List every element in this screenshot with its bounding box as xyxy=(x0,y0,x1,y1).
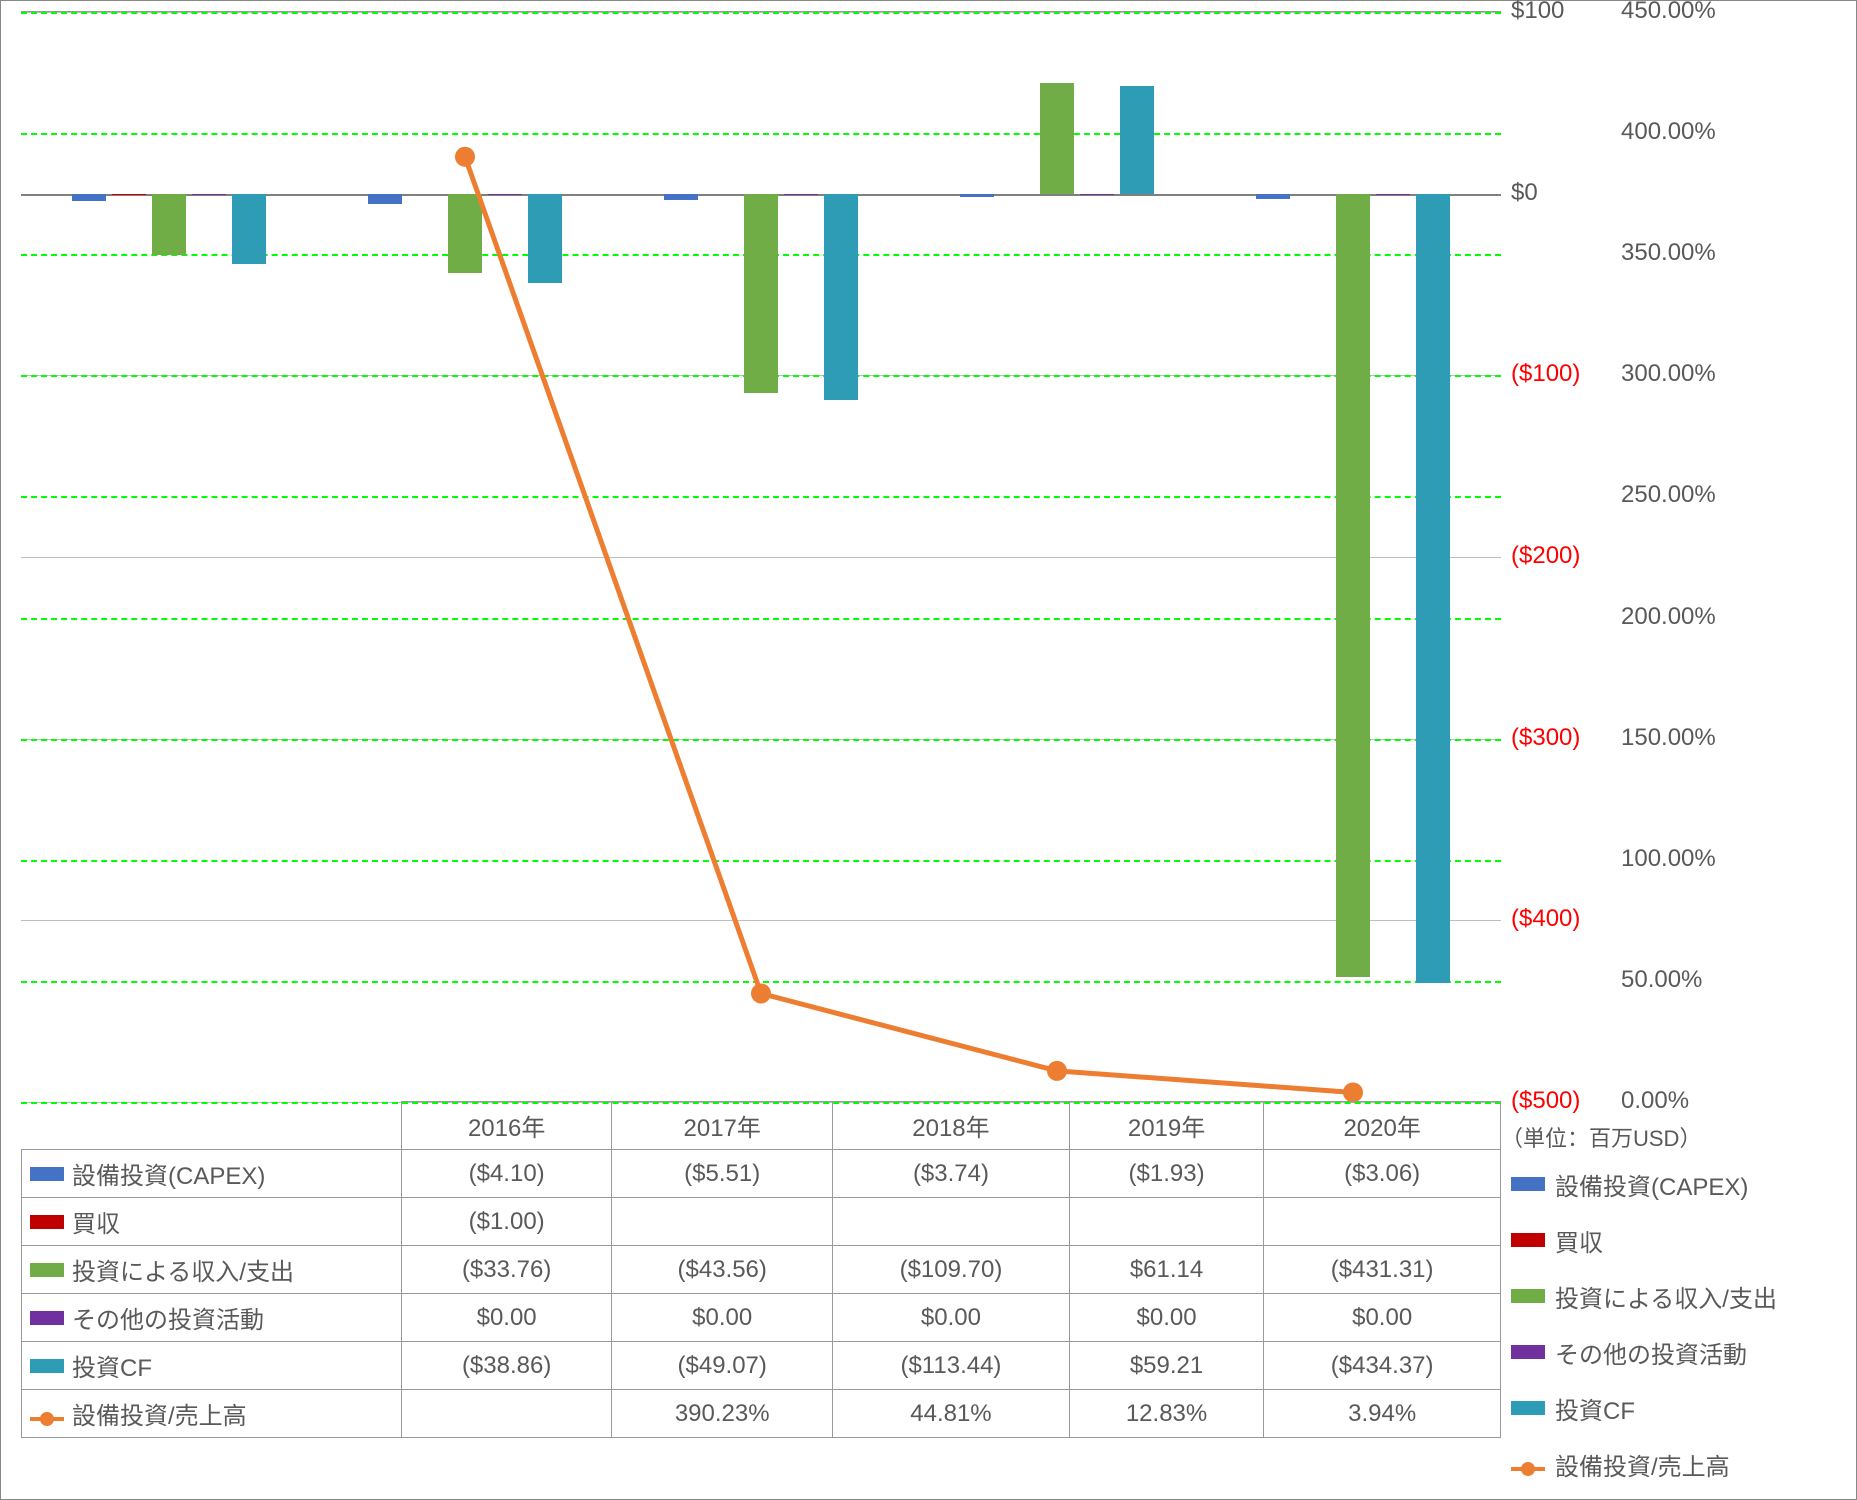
legend-bar-icon xyxy=(1511,1282,1545,1310)
table-cell: ($1.00) xyxy=(402,1198,612,1246)
table-cell: ($33.76) xyxy=(402,1246,612,1294)
legend-row: 設備投資(CAPEX) xyxy=(1511,1156,1777,1212)
y2-tick-label: 200.00% xyxy=(1621,603,1716,631)
legend-row: 投資CF xyxy=(1511,1380,1777,1436)
table-cell: ($3.74) xyxy=(833,1150,1070,1198)
table-cell xyxy=(612,1198,833,1246)
legend-bar-icon xyxy=(1511,1226,1545,1254)
table-corner xyxy=(22,1102,402,1150)
y2-tick-label: 300.00% xyxy=(1621,360,1716,388)
table-cell xyxy=(402,1390,612,1438)
y2-tick-label: 100.00% xyxy=(1621,845,1716,873)
y2-tick-label: 250.00% xyxy=(1621,481,1716,509)
table-row-header: その他の投資活動 xyxy=(22,1294,402,1342)
legend-label: その他の投資活動 xyxy=(1555,1335,1747,1370)
legend-bar-icon xyxy=(1511,1338,1545,1366)
table-cell: ($43.56) xyxy=(612,1246,833,1294)
table-cell: 390.23% xyxy=(612,1390,833,1438)
table-row-header: 設備投資(CAPEX) xyxy=(22,1150,402,1198)
series-label: 設備投資(CAPEX) xyxy=(72,1163,265,1190)
table-category-header: 2017年 xyxy=(612,1102,833,1150)
legend-bar-icon xyxy=(1511,1394,1545,1422)
legend-label: 投資CF xyxy=(1555,1391,1635,1426)
y1-tick-label: $100 xyxy=(1511,0,1564,25)
data-table: 2016年2017年2018年2019年2020年設備投資(CAPEX) ($4.… xyxy=(21,1101,1501,1438)
table-cell: $0.00 xyxy=(1069,1294,1263,1342)
y1-tick-label: ($300) xyxy=(1511,724,1580,752)
table-cell xyxy=(833,1198,1070,1246)
series-label: 設備投資/売上高 xyxy=(72,1403,247,1430)
table-cell: $0.00 xyxy=(1264,1294,1501,1342)
y1-tick-label: ($200) xyxy=(1511,542,1580,570)
y1-tick-label: ($500) xyxy=(1511,1087,1580,1115)
table-cell: $0.00 xyxy=(402,1294,612,1342)
table-category-header: 2020年 xyxy=(1264,1102,1501,1150)
table-cell: ($49.07) xyxy=(612,1342,833,1390)
table-cell: ($5.51) xyxy=(612,1150,833,1198)
y1-tick-label: ($400) xyxy=(1511,905,1580,933)
series-label: 投資による収入/支出 xyxy=(72,1259,294,1286)
y2-axis-labels: 0.00%50.00%100.00%150.00%200.00%250.00%3… xyxy=(1621,11,1741,1101)
legend-label: 投資による収入/支出 xyxy=(1555,1279,1777,1314)
right-legend: 設備投資(CAPEX) 買収投資による収入/支出その他の投資活動投資CF 設備投資/… xyxy=(1511,1156,1777,1492)
y2-tick-label: 350.00% xyxy=(1621,239,1716,267)
table-cell: ($434.37) xyxy=(1264,1342,1501,1390)
legend-line-icon xyxy=(1511,1450,1545,1478)
unit-label: （単位：百万USD） xyxy=(1501,1121,1701,1153)
y2-tick-label: 0.00% xyxy=(1621,1087,1689,1115)
legend-label: 設備投資/売上高 xyxy=(1555,1447,1730,1482)
table-cell xyxy=(1069,1198,1263,1246)
plot-area xyxy=(21,11,1501,1101)
y1-tick-label: ($100) xyxy=(1511,360,1580,388)
table-row-header: 設備投資/売上高 xyxy=(22,1390,402,1438)
table-cell: ($3.06) xyxy=(1264,1150,1501,1198)
y1-tick-label: $0 xyxy=(1511,179,1538,207)
legend-row: 投資による収入/支出 xyxy=(1511,1268,1777,1324)
legend-label: 買収 xyxy=(1555,1223,1603,1258)
table-cell: ($109.70) xyxy=(833,1246,1070,1294)
legend-row: その他の投資活動 xyxy=(1511,1324,1777,1380)
table-category-header: 2018年 xyxy=(833,1102,1070,1150)
table-cell: $0.00 xyxy=(612,1294,833,1342)
table-row-header: 投資による収入/支出 xyxy=(22,1246,402,1294)
legend-bar-icon xyxy=(30,1256,64,1284)
table-cell: 3.94% xyxy=(1264,1390,1501,1438)
y2-tick-label: 50.00% xyxy=(1621,966,1702,994)
legend-bar-icon xyxy=(30,1208,64,1236)
chart-container: ($500) ($400) ($300) ($200) ($100) $0 $100 0.0… xyxy=(0,0,1857,1500)
table-cell: ($4.10) xyxy=(402,1150,612,1198)
table-cell: ($1.93) xyxy=(1069,1150,1263,1198)
line-series xyxy=(21,12,1501,1101)
y2-tick-label: 450.00% xyxy=(1621,0,1716,25)
table-cell: ($38.86) xyxy=(402,1342,612,1390)
table-cell: 12.83% xyxy=(1069,1390,1263,1438)
table-row-header: 買収 xyxy=(22,1198,402,1246)
table-row-header: 投資CF xyxy=(22,1342,402,1390)
table-cell: $61.14 xyxy=(1069,1246,1263,1294)
y1-axis-labels: ($500)($400)($300)($200)($100)$0$100 xyxy=(1511,11,1611,1101)
table-cell: 44.81% xyxy=(833,1390,1070,1438)
table-cell: $59.21 xyxy=(1069,1342,1263,1390)
series-label: 投資CF xyxy=(72,1355,152,1382)
legend-bar-icon xyxy=(30,1304,64,1332)
table-category-header: 2019年 xyxy=(1069,1102,1263,1150)
table-cell: ($113.44) xyxy=(833,1342,1070,1390)
series-label: 買収 xyxy=(72,1211,120,1238)
legend-label: 設備投資(CAPEX) xyxy=(1555,1167,1748,1202)
legend-bar-icon xyxy=(1511,1170,1545,1198)
legend-bar-icon xyxy=(30,1352,64,1380)
series-label: その他の投資活動 xyxy=(72,1307,264,1334)
legend-line-icon xyxy=(30,1400,64,1428)
y2-tick-label: 400.00% xyxy=(1621,118,1716,146)
table-cell xyxy=(1264,1198,1501,1246)
legend-row: 買収 xyxy=(1511,1212,1777,1268)
y2-tick-label: 150.00% xyxy=(1621,724,1716,752)
table-cell: $0.00 xyxy=(833,1294,1070,1342)
legend-row: 設備投資/売上高 xyxy=(1511,1436,1777,1492)
table-category-header: 2016年 xyxy=(402,1102,612,1150)
table-cell: ($431.31) xyxy=(1264,1246,1501,1294)
legend-bar-icon xyxy=(30,1160,64,1188)
